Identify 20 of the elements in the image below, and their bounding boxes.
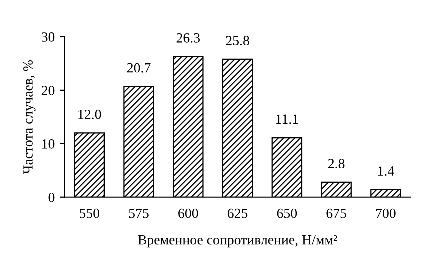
y-tick-label: 30 (42, 32, 55, 42)
data-label: 11.1 (276, 114, 298, 124)
y-tick-label: 0 (48, 192, 55, 202)
x-tick-label: 575 (129, 209, 149, 218)
data-label: 20.7 (127, 63, 151, 73)
data-label: 2.8 (328, 159, 345, 169)
x-tick-label: 700 (376, 208, 396, 218)
x-tick-label: 550 (80, 208, 100, 218)
x-tick-label: 675 (326, 208, 346, 218)
data-label: 1.4 (378, 166, 394, 176)
x-tick-label: 650 (277, 208, 298, 218)
data-label: 12.0 (78, 110, 102, 120)
y-tick-label: 10 (42, 139, 55, 149)
data-label: 25.8 (226, 36, 250, 46)
y-axis-title: Частота случаев, % (24, 60, 36, 174)
y-tick-label: 20 (42, 86, 55, 96)
x-tick-label: 600 (178, 208, 198, 218)
data-label: 26.3 (176, 33, 200, 43)
x-tick-label: 625 (228, 208, 248, 218)
x-axis-title: Временное сопротивление, Н/мм² (138, 235, 338, 248)
